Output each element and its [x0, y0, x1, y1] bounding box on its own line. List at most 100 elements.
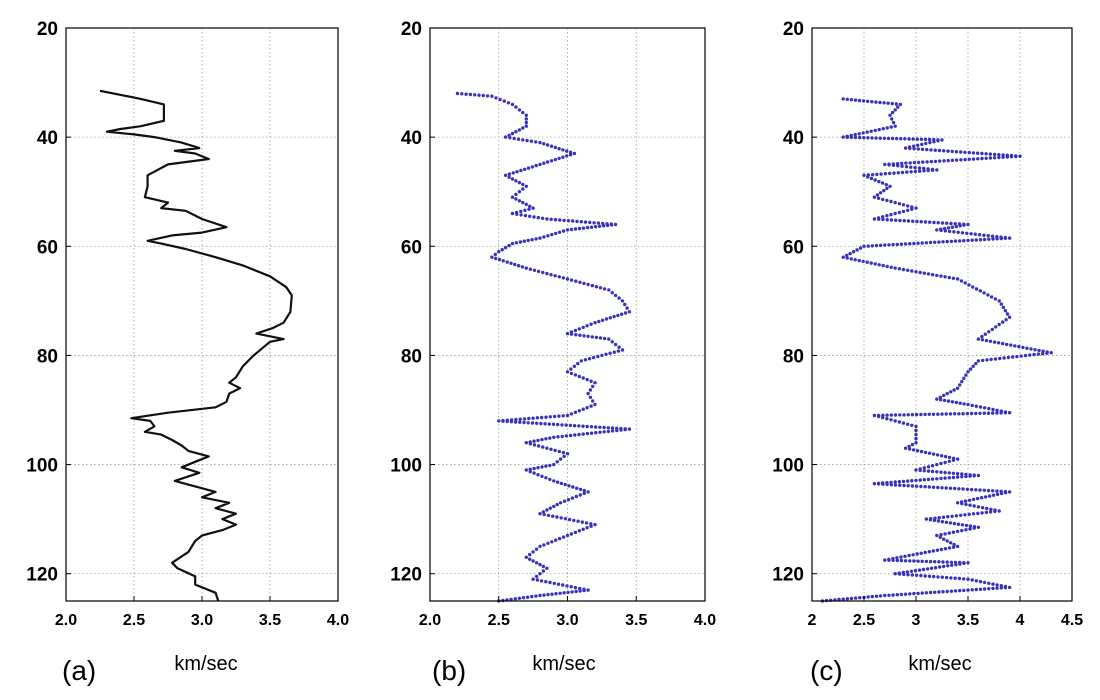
data-point	[980, 511, 984, 515]
data-point	[627, 310, 632, 314]
data-point	[895, 242, 899, 247]
x-tick-label: 2.0	[55, 612, 77, 629]
data-point	[895, 558, 899, 563]
data-point	[573, 410, 578, 414]
data-point	[1005, 312, 1010, 316]
data-point	[969, 232, 973, 236]
data-point	[922, 169, 926, 173]
data-point	[903, 554, 907, 558]
data-point	[577, 327, 581, 331]
data-point	[539, 421, 543, 426]
data-point	[577, 424, 581, 428]
data-point	[951, 458, 956, 462]
data-point	[527, 416, 531, 421]
data-point	[888, 184, 892, 188]
data-point	[908, 146, 912, 151]
data-point	[918, 468, 922, 473]
data-point	[552, 435, 556, 439]
data-point	[966, 561, 970, 565]
y-tick-label: 80	[783, 346, 804, 367]
data-point	[1014, 154, 1018, 159]
data-point	[540, 474, 544, 478]
data-point	[851, 250, 856, 254]
data-point	[569, 585, 573, 589]
data-point	[949, 560, 954, 564]
data-point	[553, 218, 558, 222]
data-point	[917, 568, 922, 572]
y-tick-label: 100	[772, 456, 804, 477]
data-point	[910, 573, 914, 577]
data-point	[941, 515, 946, 519]
data-point	[552, 504, 556, 509]
data-point	[853, 98, 858, 102]
data-point	[870, 173, 875, 177]
data-point	[978, 579, 983, 584]
data-point	[1023, 353, 1028, 358]
data-point	[904, 161, 908, 165]
data-point	[974, 361, 978, 366]
data-point	[901, 209, 906, 214]
data-point	[524, 266, 528, 270]
data-point	[899, 558, 904, 563]
data-point	[519, 168, 523, 173]
data-point	[563, 517, 568, 521]
data-point	[909, 165, 913, 169]
data-point	[596, 354, 600, 359]
data-point	[576, 361, 580, 366]
data-point	[1003, 236, 1008, 240]
data-point	[897, 202, 902, 206]
data-point	[513, 262, 517, 267]
data-point	[968, 527, 972, 531]
data-point	[893, 200, 897, 205]
data-point	[515, 212, 519, 216]
data-point	[993, 357, 998, 361]
data-point	[849, 257, 853, 261]
data-point	[910, 442, 915, 447]
data-point	[949, 390, 953, 394]
data-point	[548, 477, 552, 482]
data-point	[976, 359, 981, 363]
data-point	[578, 586, 582, 591]
data-point	[899, 555, 903, 559]
data-point	[878, 243, 883, 248]
data-point	[565, 331, 570, 336]
data-point	[930, 273, 935, 277]
data-point	[602, 425, 606, 430]
data-point	[889, 199, 893, 204]
data-point	[875, 193, 880, 197]
data-point	[953, 412, 957, 416]
data-point	[1033, 348, 1037, 352]
data-point	[563, 482, 567, 487]
data-point	[558, 591, 562, 595]
data-point	[997, 322, 1001, 327]
data-point	[561, 535, 566, 539]
data-point	[969, 411, 974, 416]
data-point	[991, 411, 995, 415]
data-point	[968, 503, 972, 507]
data-point	[591, 399, 595, 403]
data-point	[604, 352, 608, 356]
data-point	[582, 334, 586, 338]
data-point	[589, 425, 594, 429]
data-point	[581, 432, 585, 436]
data-point	[984, 156, 988, 160]
data-point	[508, 136, 512, 140]
data-point	[932, 518, 937, 523]
data-point	[497, 250, 501, 254]
data-point	[971, 512, 976, 516]
data-point	[509, 597, 513, 602]
data-point	[985, 358, 989, 362]
data-point	[928, 559, 933, 564]
data-point	[963, 157, 967, 162]
data-point	[955, 472, 960, 476]
data-point	[898, 218, 902, 223]
data-point	[961, 487, 965, 491]
data-point	[949, 221, 953, 226]
data-point	[914, 573, 919, 577]
data-point	[538, 593, 542, 598]
data-point	[576, 519, 580, 523]
data-point	[555, 460, 559, 464]
data-point	[553, 274, 557, 278]
data-point	[514, 130, 518, 134]
data-point	[982, 587, 987, 591]
